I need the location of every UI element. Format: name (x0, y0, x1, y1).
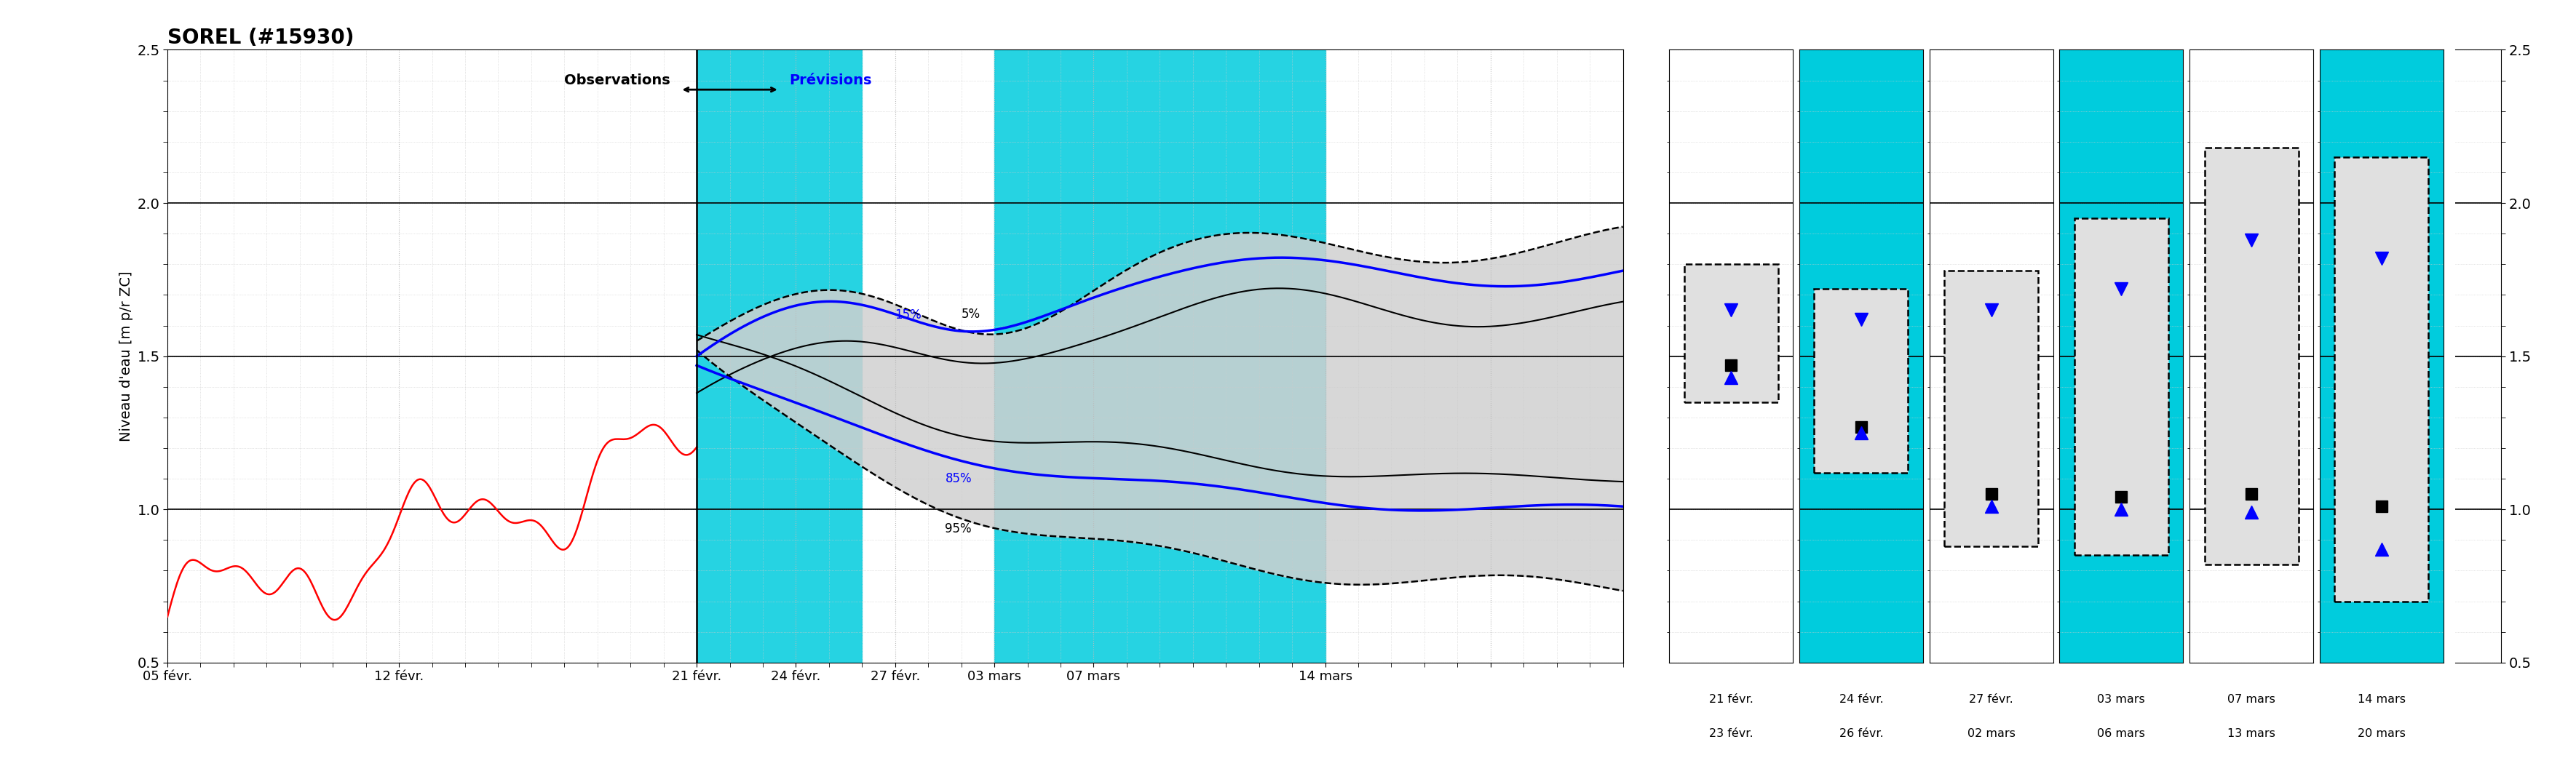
Text: 03 mars: 03 mars (2097, 694, 2146, 705)
Bar (1685, 264, 1777, 402)
Text: 5%: 5% (961, 308, 979, 321)
Text: 07 mars: 07 mars (2228, 694, 2275, 705)
Text: 13 mars: 13 mars (2228, 728, 2275, 739)
Text: 02 mars: 02 mars (1968, 728, 2014, 739)
Bar (696, 50, 863, 663)
Text: Prévisions: Prévisions (788, 74, 871, 87)
Y-axis label: Niveau d'eau [m p/r ZC]: Niveau d'eau [m p/r ZC] (118, 271, 134, 441)
Text: 20 mars: 20 mars (2357, 728, 2406, 739)
Text: Observations: Observations (564, 74, 670, 87)
Text: 27 févr.: 27 févr. (1968, 694, 2014, 705)
Text: 23 févr.: 23 févr. (1708, 728, 1754, 739)
Bar (994, 50, 1324, 663)
Text: 21 févr.: 21 févr. (1708, 694, 1754, 705)
Bar (2205, 148, 2298, 565)
Text: 24 févr.: 24 févr. (1839, 694, 1883, 705)
Bar (1814, 289, 1909, 473)
Bar (1945, 270, 2038, 546)
Bar (2074, 218, 2169, 555)
Text: 95%: 95% (945, 522, 971, 535)
Text: 85%: 85% (945, 472, 971, 485)
Bar (2334, 157, 2429, 601)
Text: 06 mars: 06 mars (2097, 728, 2146, 739)
Text: SOREL (#15930): SOREL (#15930) (167, 28, 353, 48)
Text: 15%: 15% (894, 309, 922, 322)
Text: 14 mars: 14 mars (2357, 694, 2406, 705)
Text: 26 févr.: 26 févr. (1839, 728, 1883, 739)
